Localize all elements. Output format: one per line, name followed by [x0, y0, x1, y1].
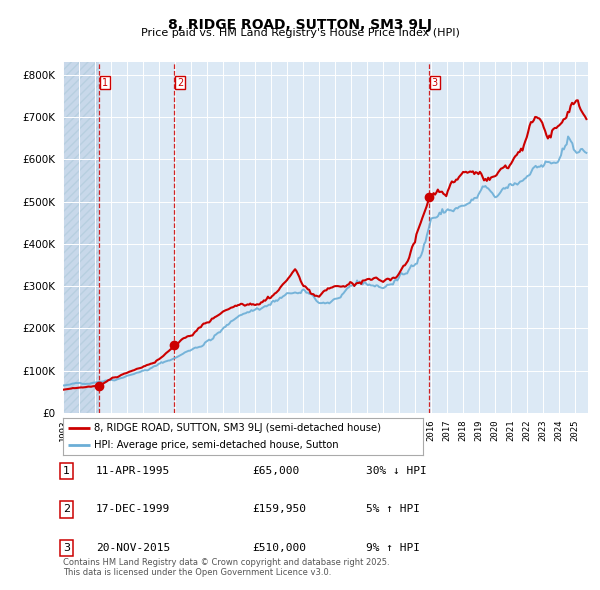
Text: 9% ↑ HPI: 9% ↑ HPI	[366, 543, 420, 553]
Text: 30% ↓ HPI: 30% ↓ HPI	[366, 466, 427, 476]
Text: 1: 1	[63, 466, 70, 476]
Text: 20-NOV-2015: 20-NOV-2015	[96, 543, 170, 553]
Text: 5% ↑ HPI: 5% ↑ HPI	[366, 504, 420, 514]
Text: 11-APR-1995: 11-APR-1995	[96, 466, 170, 476]
Text: 17-DEC-1999: 17-DEC-1999	[96, 504, 170, 514]
Bar	[63, 62, 100, 413]
Text: HPI: Average price, semi-detached house, Sutton: HPI: Average price, semi-detached house,…	[94, 441, 338, 450]
Text: £159,950: £159,950	[252, 504, 306, 514]
Text: £65,000: £65,000	[252, 466, 299, 476]
Text: 3: 3	[432, 78, 438, 88]
Text: 3: 3	[63, 543, 70, 553]
Text: Price paid vs. HM Land Registry's House Price Index (HPI): Price paid vs. HM Land Registry's House …	[140, 28, 460, 38]
Text: 2: 2	[63, 504, 70, 514]
Text: Contains HM Land Registry data © Crown copyright and database right 2025.
This d: Contains HM Land Registry data © Crown c…	[63, 558, 389, 577]
Text: 8, RIDGE ROAD, SUTTON, SM3 9LJ (semi-detached house): 8, RIDGE ROAD, SUTTON, SM3 9LJ (semi-det…	[94, 424, 380, 433]
Text: 2: 2	[177, 78, 183, 88]
Text: £510,000: £510,000	[252, 543, 306, 553]
Text: 8, RIDGE ROAD, SUTTON, SM3 9LJ: 8, RIDGE ROAD, SUTTON, SM3 9LJ	[168, 18, 432, 32]
Text: 1: 1	[102, 78, 108, 88]
